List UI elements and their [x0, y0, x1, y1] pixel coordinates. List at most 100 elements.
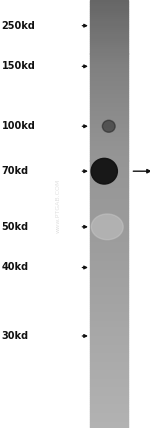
Bar	[90, 214, 128, 216]
Bar	[90, 321, 128, 323]
Bar	[90, 90, 128, 92]
Bar	[90, 184, 128, 186]
Bar	[90, 387, 128, 389]
Bar	[90, 111, 128, 113]
Bar	[90, 229, 128, 231]
Bar	[90, 308, 128, 310]
Bar	[90, 64, 128, 66]
Bar	[90, 9, 128, 11]
Bar	[90, 327, 128, 330]
Bar	[90, 349, 128, 351]
Bar	[90, 56, 128, 58]
Bar	[90, 66, 128, 68]
Bar	[90, 135, 128, 137]
Bar	[90, 105, 128, 107]
Bar	[90, 422, 128, 424]
Bar	[90, 409, 128, 411]
Text: 150kd: 150kd	[2, 61, 35, 71]
Bar	[90, 426, 128, 428]
Bar	[90, 150, 128, 152]
Bar	[90, 131, 128, 133]
Bar	[90, 231, 128, 233]
Bar	[90, 15, 128, 17]
Bar	[90, 394, 128, 396]
Bar	[90, 385, 128, 387]
Text: 250kd: 250kd	[2, 21, 35, 31]
Bar	[90, 389, 128, 392]
Bar	[90, 357, 128, 360]
Bar	[90, 109, 128, 111]
Bar	[90, 148, 128, 150]
Bar	[90, 45, 128, 47]
Bar	[90, 49, 128, 51]
Bar	[90, 319, 128, 321]
Ellipse shape	[91, 158, 117, 184]
Bar	[90, 171, 128, 173]
Bar	[90, 139, 128, 141]
Bar	[90, 32, 128, 34]
Bar	[90, 201, 128, 203]
Bar	[90, 103, 128, 105]
Bar	[90, 255, 128, 257]
Bar	[90, 338, 128, 340]
Bar	[90, 203, 128, 205]
Bar	[90, 235, 128, 238]
Bar	[90, 4, 128, 6]
Bar	[90, 278, 128, 280]
Bar	[90, 199, 128, 201]
Bar	[90, 342, 128, 345]
Bar	[90, 272, 128, 274]
Ellipse shape	[91, 214, 123, 240]
Bar	[90, 218, 128, 220]
Bar	[90, 334, 128, 336]
Bar	[90, 133, 128, 135]
Bar	[90, 96, 128, 98]
Bar	[90, 216, 128, 218]
Bar	[90, 274, 128, 276]
Bar	[90, 242, 128, 244]
Text: 50kd: 50kd	[2, 222, 29, 232]
Bar	[90, 113, 128, 116]
Bar	[90, 325, 128, 327]
Bar	[90, 36, 128, 39]
Bar	[90, 186, 128, 188]
Bar	[90, 165, 128, 167]
Bar	[90, 98, 128, 101]
Bar	[90, 225, 128, 227]
Bar	[90, 79, 128, 81]
Bar	[90, 261, 128, 263]
Bar	[90, 362, 128, 364]
Bar	[90, 291, 128, 293]
Bar	[90, 415, 128, 417]
Bar	[90, 212, 128, 214]
Bar	[90, 374, 128, 377]
Bar	[90, 190, 128, 193]
Bar	[90, 417, 128, 419]
Bar	[90, 182, 128, 184]
Bar	[90, 347, 128, 349]
Text: 30kd: 30kd	[2, 331, 29, 341]
Bar	[90, 248, 128, 250]
Bar	[90, 43, 128, 45]
Bar	[90, 300, 128, 302]
Bar	[90, 116, 128, 118]
Bar	[90, 379, 128, 381]
Bar	[90, 71, 128, 73]
Bar	[90, 47, 128, 49]
Bar	[90, 398, 128, 400]
Bar	[90, 377, 128, 379]
Bar	[90, 163, 128, 165]
Bar	[90, 54, 128, 56]
Bar	[90, 143, 128, 146]
Bar	[90, 250, 128, 253]
Bar	[90, 6, 128, 9]
Bar	[90, 120, 128, 122]
Bar	[90, 238, 128, 240]
Bar	[90, 175, 128, 178]
Bar	[90, 312, 128, 315]
Bar	[90, 81, 128, 83]
Bar	[90, 118, 128, 120]
Bar	[90, 30, 128, 32]
Bar	[90, 160, 128, 163]
Bar	[90, 208, 128, 210]
